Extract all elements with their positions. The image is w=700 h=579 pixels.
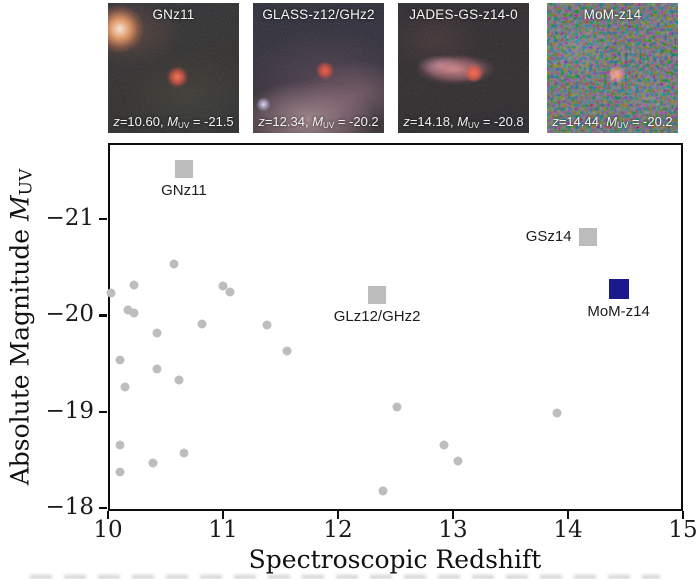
glz12-ghz2-label: GLz12/GHz2	[333, 308, 421, 326]
x-axis-tick	[451, 511, 455, 519]
y-axis-title-sub: UV	[16, 168, 37, 196]
x-tick-label: 15	[668, 517, 698, 543]
literature-galaxies-point	[115, 467, 124, 476]
cutout-caption: z=10.60, MUV = -21.5	[113, 114, 234, 130]
x-axis-tick	[336, 511, 340, 519]
literature-galaxies-point	[115, 440, 124, 450]
literature-galaxies-point	[120, 382, 130, 392]
literature-galaxies-point	[262, 320, 272, 330]
x-tick-label: 13	[438, 517, 468, 543]
cutout-caption: z=12.34, MUV = -20.2	[258, 114, 379, 130]
literature-galaxies-point	[152, 328, 162, 338]
literature-galaxies-point	[453, 456, 463, 466]
cutout-panel-glass-z12-ghz2: GLASS-z12/GHz2 z=12.34, MUV = -20.2	[253, 3, 384, 133]
cutout-panel-jades-gs-z14-0: JADES-GS-z14-0 z=14.18, MUV = -20.8	[398, 3, 529, 133]
literature-galaxies-point	[197, 319, 207, 329]
literature-galaxies-point	[174, 375, 184, 385]
literature-galaxies-point	[148, 458, 158, 468]
literature-galaxies-point	[552, 408, 561, 418]
gsz14-label: GSz14	[525, 228, 572, 246]
literature-galaxies-point	[115, 355, 124, 365]
literature-galaxies-point	[282, 346, 292, 356]
cutout-panel-mom-z14: MoM-z14 z=14.44, MUV = -20.2	[547, 3, 678, 133]
literature-galaxies-point	[129, 280, 139, 290]
x-axis-tick	[681, 511, 685, 519]
cutout-title: GNz11	[152, 7, 195, 22]
x-tick-label: 10	[93, 517, 123, 543]
y-axis-tick	[99, 506, 107, 510]
y-tick-label: −20	[45, 301, 94, 328]
mom-z14-label: MoM-z14	[587, 303, 650, 321]
literature-galaxies-point	[179, 448, 189, 458]
literature-galaxies-point	[152, 364, 162, 374]
literature-galaxies-point	[169, 259, 179, 269]
cutout-caption: z=14.44, MUV = -20.2	[552, 114, 673, 130]
glz12-ghz2-marker	[368, 286, 387, 305]
y-axis-tick	[99, 217, 107, 221]
y-axis-title-text: Absolute Magnitude	[5, 220, 35, 486]
y-axis-title: Absolute Magnitude MUV	[5, 169, 36, 486]
cutout-panel-gnz11: GNz11 z=10.60, MUV = -21.5	[108, 3, 239, 133]
x-axis-tick	[106, 511, 110, 519]
y-axis-tick	[99, 314, 107, 317]
literature-galaxies-point	[123, 305, 133, 315]
y-tick-label: −21	[45, 205, 94, 232]
x-tick-label: 12	[323, 517, 353, 543]
literature-galaxies-point	[392, 402, 402, 412]
cropped-caption-edge	[30, 575, 660, 579]
cutout-caption: z=14.18, MUV = -20.8	[403, 114, 524, 130]
cutout-title: GLASS-z12/GHz2	[262, 7, 375, 22]
y-axis-tick	[99, 410, 107, 414]
cutout-title: JADES-GS-z14-0	[409, 7, 518, 22]
x-axis-tick	[221, 511, 225, 519]
x-tick-label: 11	[208, 517, 238, 543]
gnz11-marker	[174, 160, 193, 178]
literature-galaxies-point	[218, 281, 228, 291]
x-axis-title: Spectroscopic Redshift	[248, 545, 542, 574]
gsz14-marker	[578, 228, 597, 247]
y-axis-title-var: M	[5, 195, 35, 221]
cutout-title: MoM-z14	[583, 7, 642, 22]
gnz11-label: GNz11	[161, 182, 207, 199]
literature-galaxies-point	[129, 308, 139, 318]
y-tick-label: −19	[45, 397, 94, 424]
mom-z14-marker	[608, 279, 629, 300]
x-axis-tick	[566, 511, 570, 519]
literature-galaxies-point	[225, 287, 235, 297]
literature-galaxies-point	[439, 440, 449, 450]
x-tick-label: 14	[553, 517, 583, 543]
literature-galaxies-point	[106, 288, 116, 298]
literature-galaxies-point	[378, 486, 388, 496]
y-tick-label: −18	[45, 494, 94, 521]
